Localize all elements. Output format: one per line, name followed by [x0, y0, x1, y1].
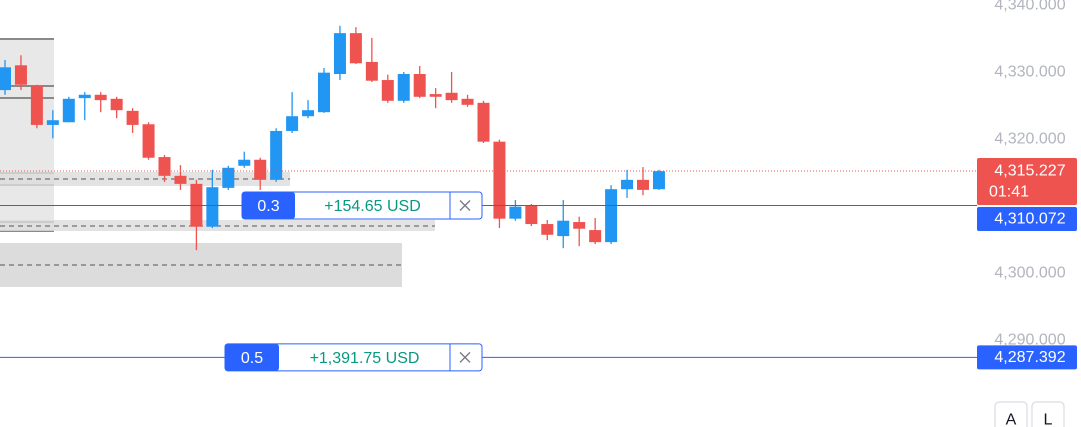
- countdown: 01:41: [989, 183, 1029, 200]
- candle-body: [461, 98, 474, 105]
- candle-body: [589, 230, 602, 243]
- candle-body: [0, 67, 11, 91]
- candle-body: [318, 72, 330, 113]
- candle-body: [222, 167, 235, 188]
- candle-body: [397, 74, 410, 101]
- candle-body: [286, 116, 299, 131]
- y-tick-label: 4,330.000: [994, 64, 1065, 81]
- close-icon: [459, 351, 471, 363]
- toolbar-button[interactable]: [1031, 401, 1065, 427]
- toolbar-label: L: [1044, 412, 1053, 427]
- candle-body: [541, 224, 554, 235]
- order-close[interactable]: [459, 351, 471, 363]
- candle-body: [605, 189, 618, 243]
- zone: [0, 38, 54, 232]
- last-price-box: [977, 157, 1077, 205]
- candle-body: [637, 179, 649, 190]
- toolbar: A L: [994, 401, 1065, 427]
- order-quantity: 0.5: [241, 350, 263, 367]
- order-quantity: 0.3: [257, 198, 279, 215]
- candle-body: [14, 65, 27, 85]
- candle-body: [174, 175, 187, 184]
- order-quantity-box: [225, 343, 279, 371]
- candle-body: [429, 94, 442, 97]
- candle-body: [158, 157, 171, 176]
- candle-body: [110, 98, 123, 111]
- candle-body: [652, 171, 665, 190]
- candle-body: [525, 205, 538, 225]
- y-tick-label: 4,300.000: [994, 264, 1065, 281]
- candle-body: [270, 130, 283, 180]
- last-price-label: 4,315.227: [994, 162, 1065, 179]
- overlay: 4,315.227 01:41 0.3 +154.65 USD 4,310.072 0.5…: [0, 157, 1077, 372]
- y-tick-label: 4,290.000: [994, 331, 1065, 348]
- order-price-box: [977, 206, 1077, 231]
- candle-body: [206, 187, 219, 227]
- candle-body: [62, 98, 75, 123]
- order-price-box: [977, 345, 1077, 370]
- candle-body: [126, 110, 139, 125]
- candle-body: [302, 110, 315, 117]
- toolbar-button[interactable]: [994, 401, 1028, 427]
- candle-body: [509, 206, 522, 219]
- candle-body: [142, 124, 155, 158]
- candle-body: [477, 102, 490, 142]
- order-pnl: +1,391.75 USD: [310, 350, 420, 367]
- order-quantity-box: [242, 191, 295, 219]
- toolbar-label: A: [1006, 412, 1017, 427]
- order-price-label: 4,287.392: [994, 349, 1065, 366]
- plot: 4,340.000 4,330.000 4,320.000 4,300.000 4,29…: [0, 0, 1066, 348]
- candle-body: [254, 159, 267, 180]
- candle-body: [94, 94, 107, 101]
- candle-body: [30, 86, 43, 125]
- candle-body: [78, 94, 91, 99]
- candle-body: [365, 61, 378, 81]
- close-icon: [459, 200, 471, 211]
- candle-body: [238, 159, 251, 166]
- candle-body: [621, 179, 634, 190]
- candle-body: [413, 74, 426, 97]
- y-tick-label: 4,320.000: [994, 130, 1065, 147]
- order-close[interactable]: [459, 200, 471, 211]
- candle-body: [46, 120, 59, 125]
- candle-body: [493, 141, 506, 219]
- candle-body: [333, 33, 346, 75]
- candle-body: [573, 222, 586, 229]
- order-label[interactable]: 0.3 +154.65 USD: [241, 191, 483, 220]
- candle-body: [557, 220, 570, 237]
- candle-body: [349, 33, 362, 64]
- order-pnl: +154.65 USD: [324, 198, 421, 215]
- candle-body: [381, 80, 394, 101]
- order-price-label: 4,310.072: [994, 210, 1065, 227]
- order-label[interactable]: 0.5 +1,391.75 USD: [224, 343, 483, 372]
- y-tick-label: 4,340.000: [994, 0, 1065, 14]
- candle-body: [445, 92, 458, 101]
